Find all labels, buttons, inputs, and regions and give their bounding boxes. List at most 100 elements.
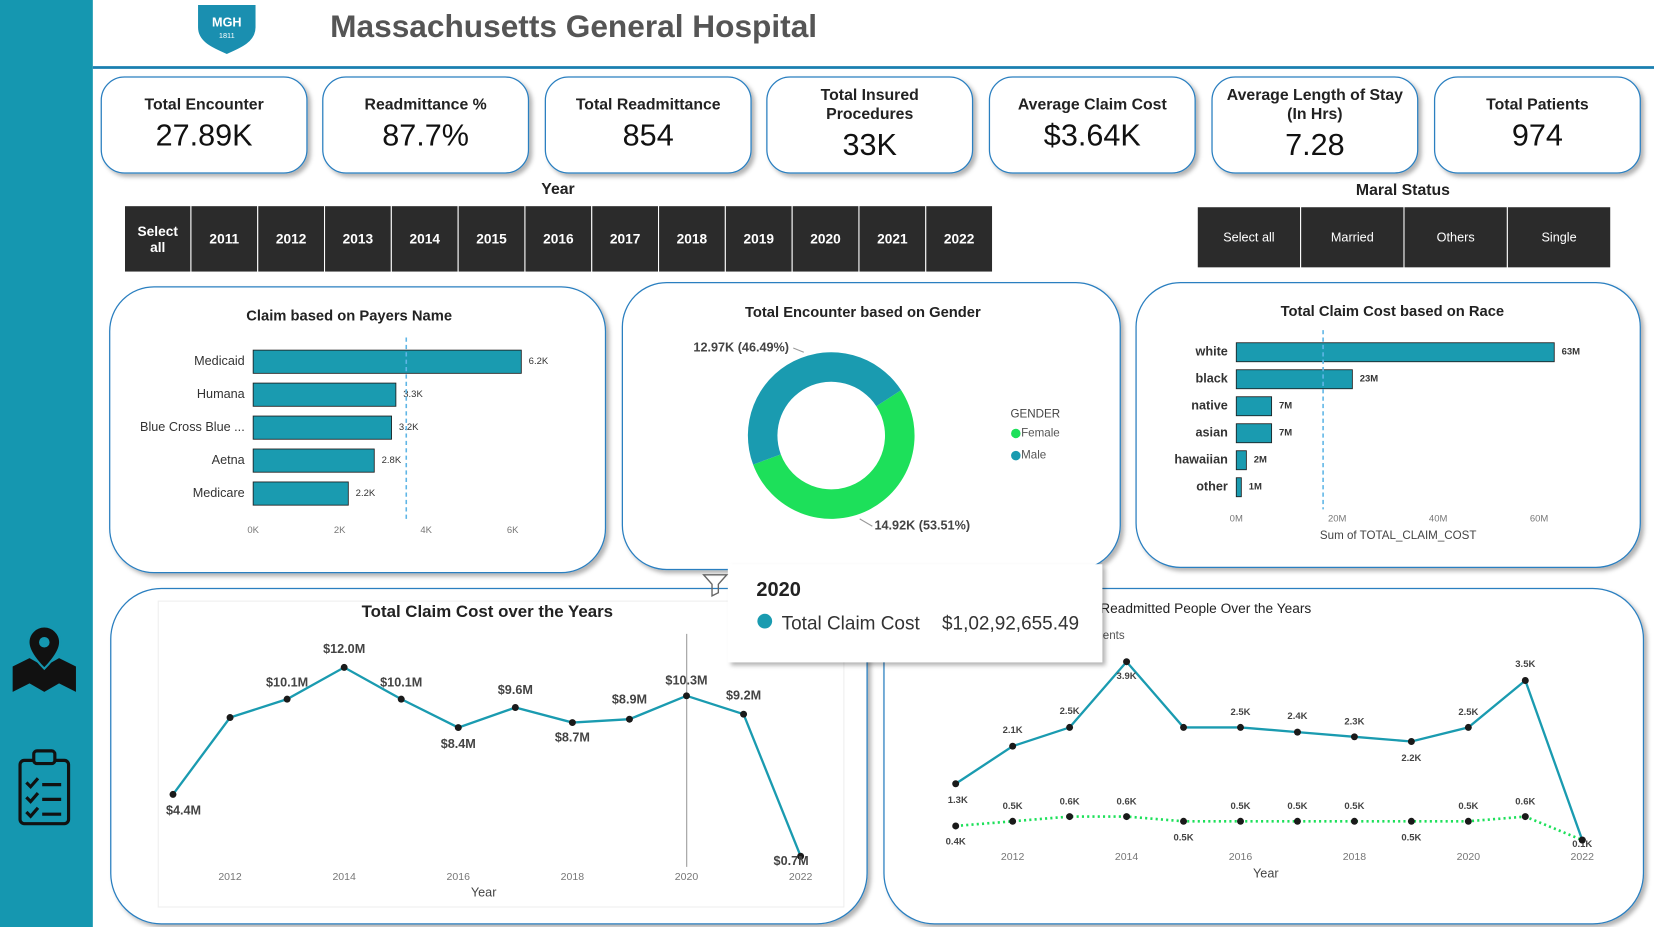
bar [1235, 369, 1353, 390]
slicer-option-body[interactable]: 2013 [325, 206, 392, 272]
data-label: 2.8K [382, 455, 402, 466]
slicer-option-body[interactable]: Select all [124, 206, 190, 272]
map-pin-hole [39, 636, 50, 648]
slicer-label[interactable]: Single [1541, 229, 1577, 245]
slicer-option[interactable]: 2016 [525, 206, 592, 272]
slicer-button[interactable] [1300, 206, 1405, 269]
bar [252, 448, 375, 473]
slicer-option[interactable]: 2022 [926, 206, 993, 272]
slicer-button[interactable] [1403, 206, 1508, 269]
slicer-option-body[interactable]: 2011 [191, 206, 258, 272]
data-label: $10.3M [665, 673, 707, 687]
bar [1235, 342, 1555, 363]
data-point [1237, 723, 1244, 731]
sidebar [0, 0, 93, 927]
slicer-button[interactable] [1196, 206, 1302, 269]
data-point [1407, 817, 1415, 825]
slicer-option-body[interactable]: Select all [1197, 207, 1300, 268]
slicer-option-body[interactable]: Others [1404, 207, 1507, 268]
slicer-button[interactable] [390, 205, 459, 273]
slicer-option[interactable]: Select all [124, 206, 190, 272]
slicer-option[interactable]: 2012 [258, 206, 325, 272]
legend-swatch [1011, 428, 1021, 439]
kpi-value: 974 [1511, 118, 1563, 153]
slicer-label[interactable]: Select all [1223, 229, 1275, 245]
slicer-button[interactable] [190, 205, 259, 273]
slicer-option[interactable]: 2013 [325, 206, 392, 272]
slicer-button[interactable] [524, 205, 593, 273]
slicer-label[interactable]: Others [1436, 229, 1475, 245]
data-label: 0.4K [946, 836, 966, 847]
slicer-label[interactable]: Select all [137, 223, 178, 255]
slicer-button[interactable] [1506, 206, 1612, 269]
slicer-label[interactable]: 2019 [743, 230, 774, 247]
slicer-label[interactable]: 2014 [409, 230, 440, 247]
x-tick-label: 6K [507, 525, 519, 536]
slicer-label[interactable]: 2018 [676, 230, 708, 247]
slicer-button[interactable] [257, 205, 326, 273]
data-label: 2.1K [1003, 725, 1023, 736]
slicer-label[interactable]: 2013 [342, 230, 374, 247]
slicer-button[interactable] [791, 205, 860, 273]
slicer-option[interactable]: 2014 [391, 206, 458, 272]
legend-label: Male [1021, 449, 1046, 462]
kpi-card [100, 76, 308, 174]
bar [252, 415, 392, 440]
slicer-button[interactable] [324, 205, 392, 273]
kpi-card [988, 76, 1196, 174]
slicer-option-body[interactable]: 2020 [792, 206, 859, 272]
slicer-option-body[interactable]: Married [1301, 207, 1404, 268]
slicer-label[interactable]: 2017 [609, 230, 641, 247]
slicer-option[interactable]: Others [1404, 207, 1507, 268]
slicer-label[interactable]: 2011 [209, 230, 240, 247]
map-icon[interactable] [12, 625, 76, 692]
slicer-option[interactable]: 2019 [725, 206, 792, 272]
slicer-button[interactable] [457, 205, 526, 273]
slicer-label[interactable]: 2012 [275, 230, 307, 247]
data-point [283, 695, 291, 703]
data-point [1464, 723, 1472, 731]
slicer-option-body[interactable]: 2019 [725, 206, 792, 272]
slicer-option[interactable]: 2021 [859, 206, 926, 272]
slicer-option-body[interactable]: Single [1507, 207, 1610, 268]
slicer-option[interactable]: 2020 [792, 206, 859, 272]
page-title: Massachusetts General Hospital [330, 8, 817, 44]
slicer-option-body[interactable]: 2014 [391, 206, 458, 272]
slicer-label[interactable]: 2016 [543, 230, 574, 247]
filter-icon[interactable] [702, 574, 729, 597]
slicer-option[interactable]: 2018 [659, 206, 726, 272]
slicer-option-body[interactable]: 2012 [258, 206, 325, 272]
slicer-option[interactable]: 2011 [191, 206, 258, 272]
slicer-option-body[interactable]: 2015 [458, 206, 525, 272]
x-tick-label: 2014 [332, 871, 356, 883]
slicer-option-body[interactable]: 2016 [525, 206, 592, 272]
data-point [1180, 817, 1188, 825]
slicer-button[interactable] [858, 205, 927, 273]
kpi: Total Patients 974 [1443, 79, 1632, 171]
slicer-label[interactable]: 2022 [943, 230, 975, 247]
kpi-value: 7.28 [1285, 128, 1345, 162]
slicer-label[interactable]: Married [1330, 229, 1374, 245]
slicer-button[interactable] [724, 205, 793, 273]
slicer-label[interactable]: 2021 [877, 230, 908, 247]
slicer-option[interactable]: 2015 [458, 206, 525, 272]
kpi-body: Total Patients 974 [1443, 79, 1632, 171]
slicer-option[interactable]: Married [1301, 207, 1404, 268]
slicer-option[interactable]: 2017 [592, 206, 659, 272]
checklist-icon[interactable] [18, 749, 71, 826]
data-label: 2.4K [1287, 711, 1307, 722]
slicer-button[interactable] [658, 205, 726, 273]
slicer-option[interactable]: Single [1507, 207, 1610, 268]
slicer-label[interactable]: 2015 [476, 230, 507, 247]
slicer-option-body[interactable]: 2021 [859, 206, 926, 272]
slicer-button[interactable] [925, 205, 994, 273]
bar [1235, 396, 1273, 417]
data-label: 0.6K [1060, 796, 1080, 807]
slicer-option-body[interactable]: 2017 [592, 206, 659, 272]
slicer-option[interactable]: Select all [1197, 207, 1300, 268]
slicer-label[interactable]: 2020 [810, 230, 841, 247]
slicer-option-body[interactable]: 2022 [926, 206, 993, 272]
slicer-option-body[interactable]: 2018 [659, 206, 726, 272]
data-point [1123, 813, 1131, 821]
slicer-button[interactable] [591, 205, 660, 273]
